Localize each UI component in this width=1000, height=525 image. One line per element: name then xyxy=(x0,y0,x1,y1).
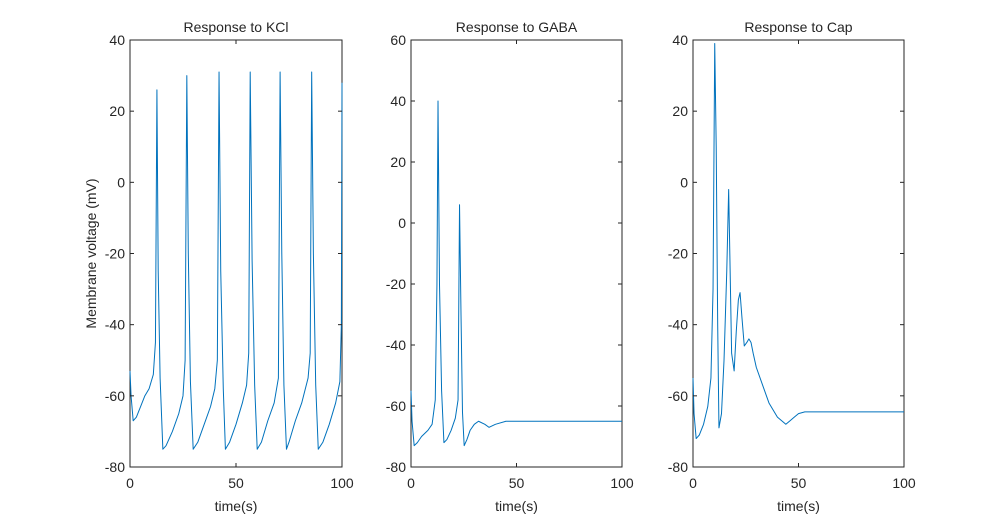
x-tick-label: 0 xyxy=(689,475,697,491)
axes-box xyxy=(410,39,623,468)
x-tick-label: 50 xyxy=(509,475,525,491)
y-tick-label: -80 xyxy=(386,459,406,475)
y-tick-label: -40 xyxy=(668,317,688,333)
y-tick-label: -80 xyxy=(105,459,125,475)
y-tick-label: -60 xyxy=(386,398,406,414)
axes-box xyxy=(129,39,343,468)
x-tick-label: 0 xyxy=(126,475,134,491)
y-tick-label: 40 xyxy=(672,32,688,48)
y-tick-label: 0 xyxy=(680,174,688,190)
x-tick-label: 100 xyxy=(892,475,916,491)
series-line xyxy=(410,100,622,447)
y-tick-label: 60 xyxy=(390,32,406,48)
x-tick-label: 100 xyxy=(610,475,634,491)
y-tick-label: 20 xyxy=(672,103,688,119)
y-tick-label: 20 xyxy=(109,103,125,119)
y-tick-label: 40 xyxy=(109,32,125,48)
series-line xyxy=(692,43,904,440)
chart-title: Response to GABA xyxy=(456,19,578,35)
y-tick-label: 0 xyxy=(398,215,406,231)
chart-title: Response to KCl xyxy=(183,19,288,35)
y-tick-label: 20 xyxy=(390,154,406,170)
y-tick-label: 40 xyxy=(390,93,406,109)
x-axis-label: time(s) xyxy=(495,498,538,514)
y-axis-label: Membrane voltage (mV) xyxy=(83,178,99,328)
x-tick-label: 100 xyxy=(330,475,354,491)
y-tick-label: -20 xyxy=(105,246,125,262)
y-tick-label: 0 xyxy=(117,174,125,190)
y-tick-label: -20 xyxy=(668,246,688,262)
x-tick-label: 50 xyxy=(228,475,244,491)
series-line xyxy=(129,71,343,450)
y-tick-label: -80 xyxy=(668,459,688,475)
y-tick-label: -40 xyxy=(386,337,406,353)
subplot-3: 0 50 100 -80 -60 -40 -20 0 20 40 Response to Cap ti… xyxy=(668,19,916,514)
y-tick-label: -60 xyxy=(668,388,688,404)
x-axis-label: time(s) xyxy=(777,498,820,514)
x-tick-label: 50 xyxy=(791,475,807,491)
x-axis-label: time(s) xyxy=(215,498,258,514)
y-tick-label: -60 xyxy=(105,388,125,404)
subplot-1: 0 50 100 -80 -60 -40 -20 0 20 40 Response to KCl ti… xyxy=(83,19,354,514)
y-tick-label: -20 xyxy=(386,276,406,292)
axes-box xyxy=(692,39,905,468)
chart-title: Response to Cap xyxy=(744,19,852,35)
subplot-2: 0 50 100 -80 -60 -40 -20 0 20 40 60 Response to GAB… xyxy=(386,19,634,514)
x-tick-label: 0 xyxy=(407,475,415,491)
y-tick-label: -40 xyxy=(105,317,125,333)
